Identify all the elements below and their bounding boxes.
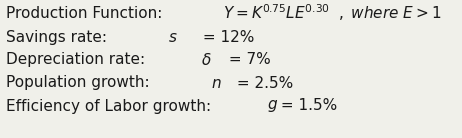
Text: $n$: $n$ [211,75,221,91]
Text: $s$: $s$ [168,30,177,44]
Text: Production Function:: Production Function: [6,6,167,21]
Text: $Y = K^{0.75}LE^{0.30}$: $Y = K^{0.75}LE^{0.30}$ [223,4,330,22]
Text: = 1.5%: = 1.5% [276,99,337,113]
Text: Efficiency of Labor growth:: Efficiency of Labor growth: [6,99,211,113]
Text: = 2.5%: = 2.5% [231,75,293,91]
Text: Population growth:: Population growth: [6,75,154,91]
Text: Depreciation rate:: Depreciation rate: [6,52,145,67]
Text: Savings rate:: Savings rate: [6,30,111,44]
Text: $\delta$: $\delta$ [201,52,212,68]
Text: = 7%: = 7% [224,52,271,67]
Text: = 12%: = 12% [198,30,254,44]
Text: $,\ \mathit{where}\ E > 1$: $,\ \mathit{where}\ E > 1$ [338,4,441,22]
Text: $g$: $g$ [267,98,278,114]
